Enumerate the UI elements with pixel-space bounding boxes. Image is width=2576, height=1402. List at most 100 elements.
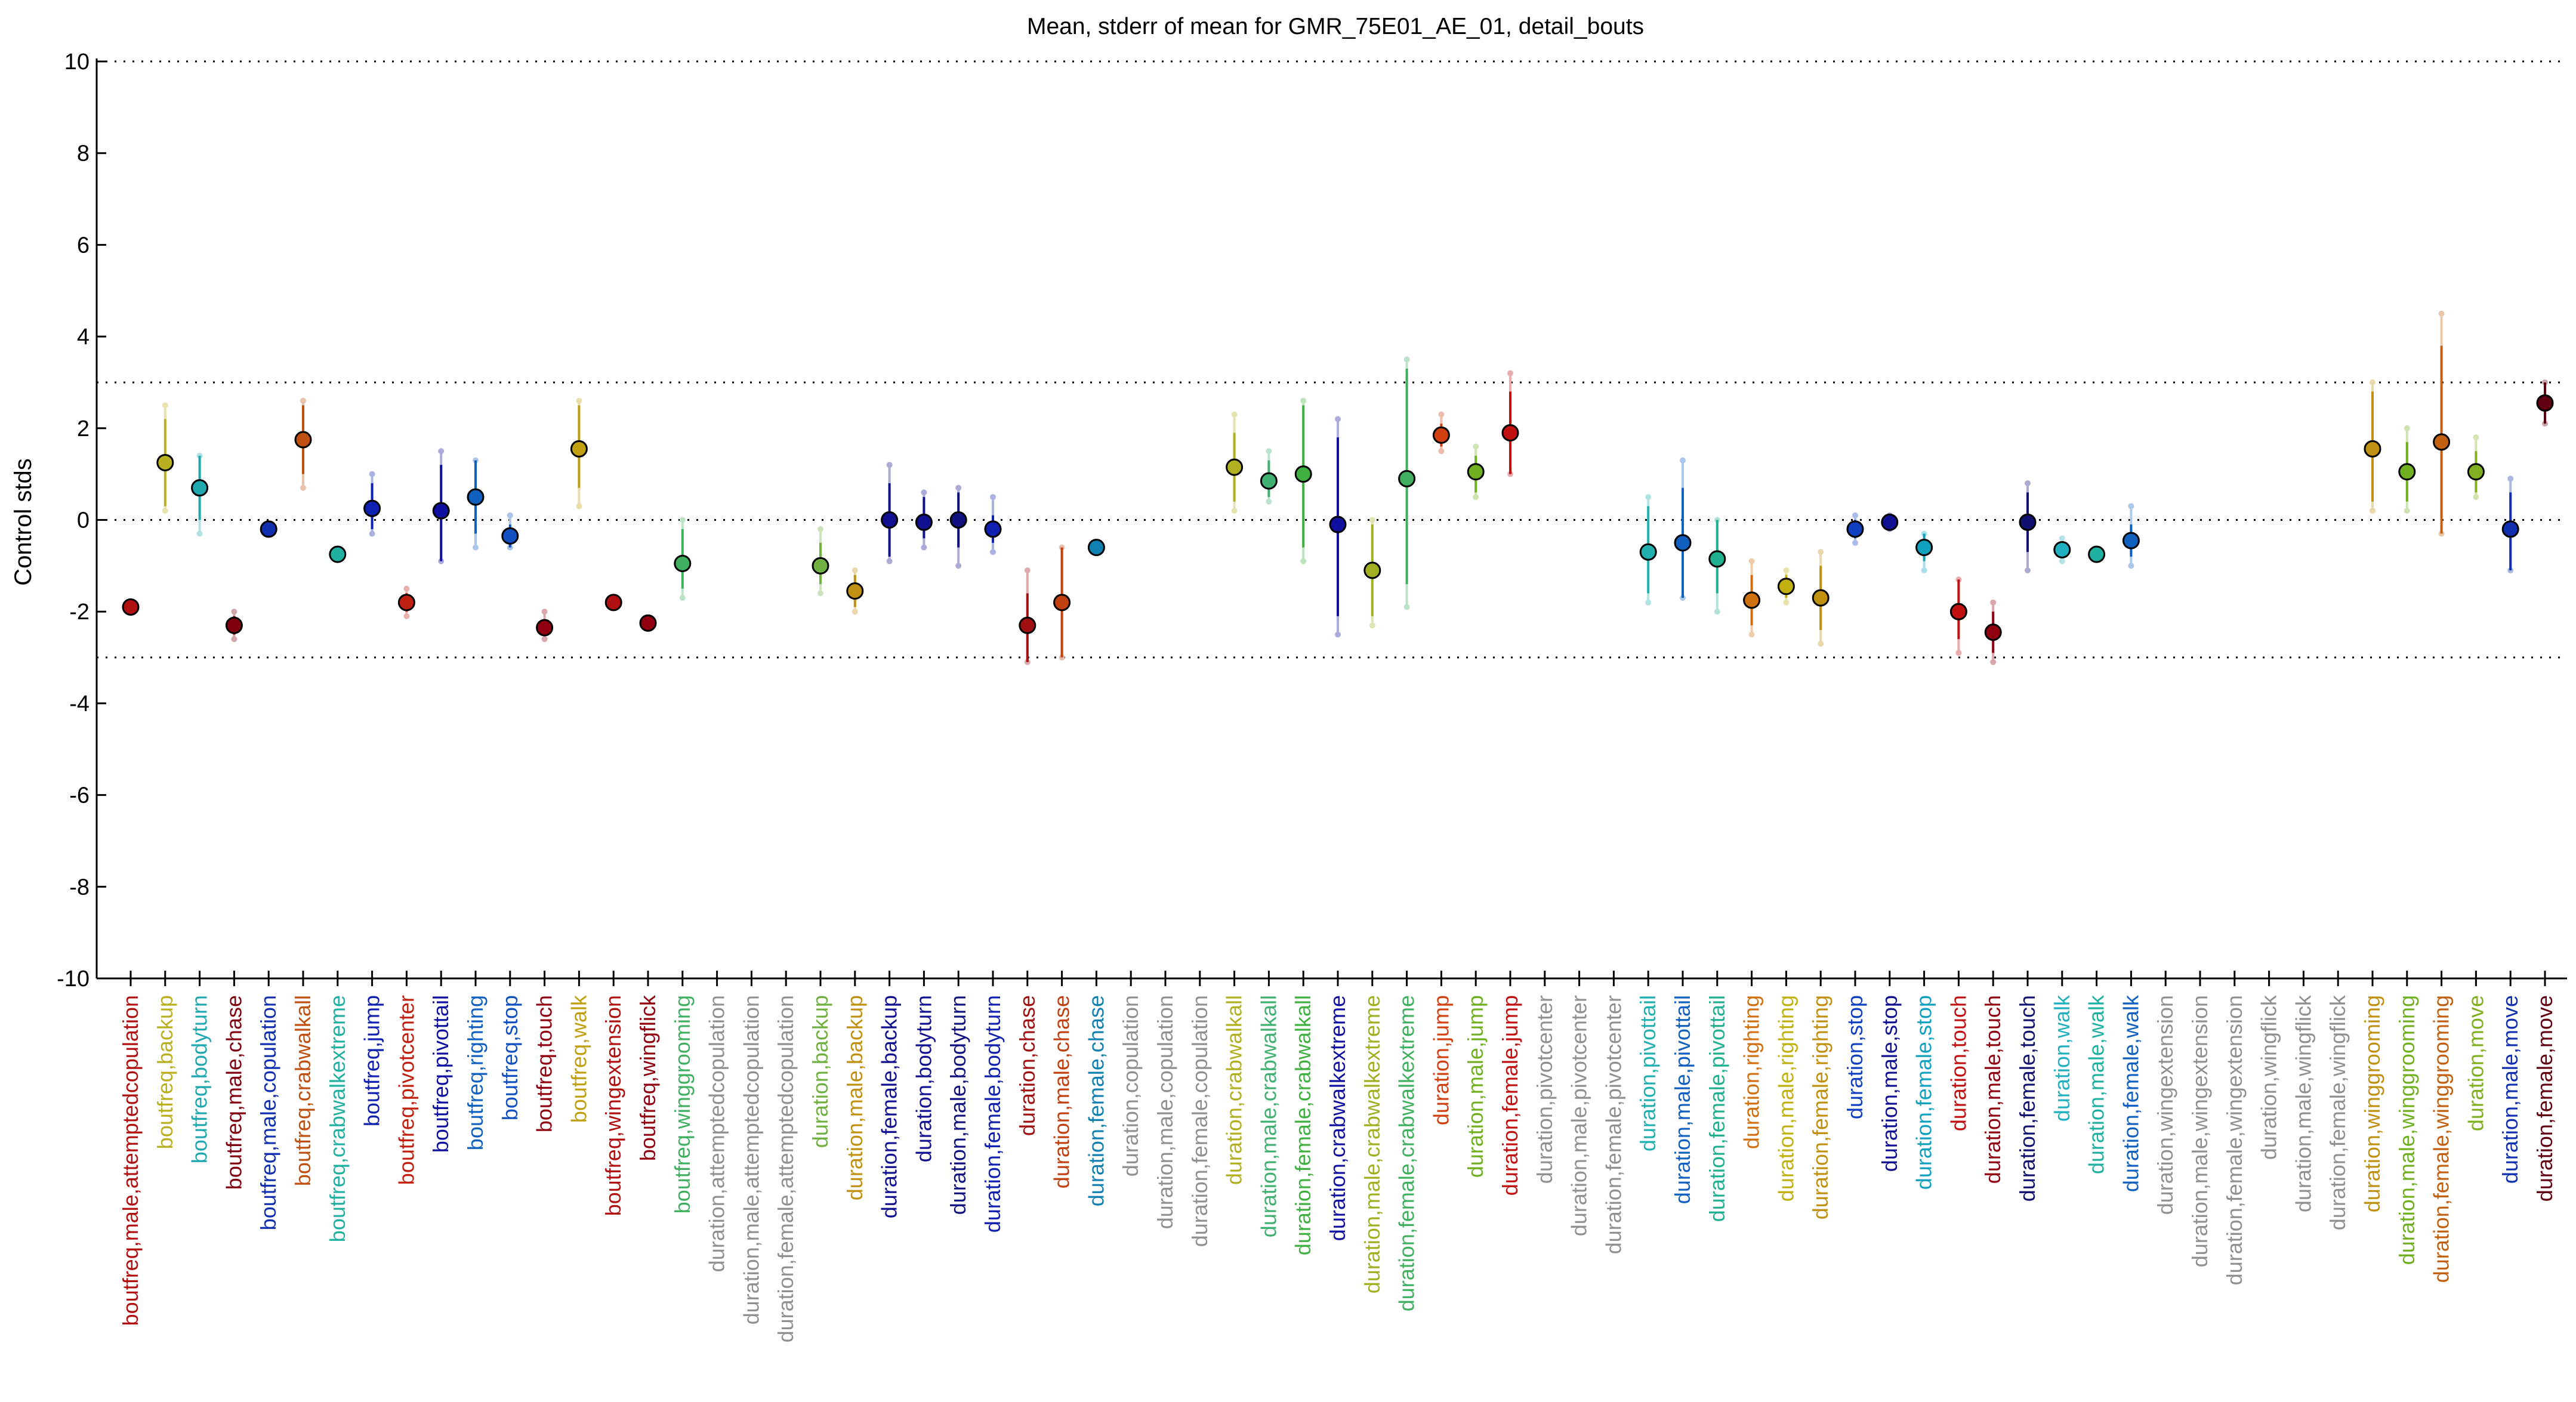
range-end [990,494,996,501]
range-end [2507,475,2514,482]
mean-point [674,555,692,573]
mean-point [329,545,347,563]
category-label: boutfreq,touch [532,995,557,1132]
data-points [122,394,2554,641]
category-label: duration,female,backup [877,995,902,1218]
mean-point [984,520,1002,538]
range-end [1955,650,1962,656]
range-end [1403,356,1410,363]
y-tick-label: -2 [69,600,90,625]
range-end [1231,508,1238,514]
category-label: duration,backup [808,995,832,1148]
mean-point [1053,594,1071,612]
category-label: duration,male,stop [1877,995,1902,1172]
mean-point [1846,520,1864,538]
range-end [1266,448,1272,455]
range-end [2128,503,2134,509]
category-label: boutfreq,pivottail [428,995,453,1153]
category-label: duration,female,attemptedcopulation [773,995,798,1342]
category-label: duration,female,copulation [1187,995,1212,1247]
mean-point [2122,532,2140,549]
category-label: duration,male,pivotcenter [1567,995,1591,1236]
range-end [403,585,410,592]
mean-point [501,527,519,545]
mean-point [1915,539,1933,557]
category-label: duration,male,righting [1773,995,1798,1202]
category-label: duration,female,bodyturn [980,995,1005,1233]
mean-point [122,598,140,616]
category-label: duration,male,chase [1050,995,1074,1188]
category-label: duration,female,stop [1912,995,1936,1190]
category-label: duration,copulation [1118,995,1143,1176]
range-end [1403,604,1410,610]
range-end [1852,539,1858,546]
y-tick-label: -4 [69,691,90,717]
range-end [1921,567,1927,574]
range-end [1024,567,1031,574]
range-end [817,526,823,532]
category-label: duration,jump [1429,995,1453,1125]
mean-point [639,614,657,632]
category-label: boutfreq,jump [360,995,384,1126]
category-label: duration,female,winggrooming [2429,995,2454,1283]
range-end [2025,480,2031,487]
mean-point [1087,539,1105,557]
chart-title: Mean, stderr of mean for GMR_75E01_AE_01… [1027,14,1644,39]
mean-point [191,479,209,497]
category-label: boutfreq,backup [153,995,177,1149]
category-label: duration,female,righting [1808,995,1832,1219]
range-end [1645,494,1652,501]
x-ticks [129,971,2546,986]
category-label: boutfreq,winggrooming [670,995,695,1213]
mean-point [363,499,381,517]
category-label: boutfreq,pivotcenter [394,995,418,1185]
mean-point [1019,616,1036,634]
range-end [817,590,823,597]
mean-point [1432,426,1450,444]
range-end [1714,609,1720,615]
mean-point [1812,589,1830,607]
mean-point [1881,513,1899,531]
y-ticks: 10 8 6 4 2 0 -2 -4 -6 -8 -10 [57,50,106,992]
mean-point [1501,424,1519,441]
category-label: duration,male,walk [2084,995,2109,1174]
range-end [886,558,893,564]
range-end [852,567,858,574]
category-label: duration,female,chase [1084,995,1108,1206]
mean-point [2088,545,2106,563]
range-end [2370,508,2376,514]
category-label: boutfreq,wingextension [601,995,625,1216]
category-label: boutfreq,crabwalkall [291,995,315,1186]
category-label: duration,righting [1739,995,1764,1149]
mean-point [2019,513,2037,531]
mean-point [604,594,622,612]
category-label: duration,male,wingextension [2188,995,2212,1267]
range-end [576,503,582,509]
range-end [1852,512,1858,518]
range-end [2404,425,2410,431]
category-label: duration,female,wingextension [2222,995,2247,1285]
range-end [1783,567,1790,574]
mean-point [1743,591,1761,609]
range-end [1300,558,1307,564]
category-label: duration,female,pivotcenter [1601,995,1625,1254]
category-label: duration,female,touch [2015,995,2040,1202]
range-end [1680,457,1686,464]
category-label: duration,male,move [2498,995,2522,1184]
mean-point [2501,520,2519,538]
range-end [1783,599,1790,606]
category-label: duration,male,crabwalkall [1256,995,1281,1237]
category-label: duration,wingextension [2153,995,2177,1215]
range-end [1369,622,1375,629]
mean-point [2536,394,2554,412]
range-end [1748,631,1755,638]
category-label: duration,female,pivottail [1705,995,1729,1222]
category-label: duration,pivotcenter [1532,995,1557,1184]
range-end [1266,498,1272,505]
category-label: duration,male,wingflick [2291,995,2315,1212]
range-end [196,530,203,537]
range-end [162,508,168,514]
mean-point [397,594,415,612]
mean-point [2398,463,2416,481]
range-end [1335,416,1341,422]
